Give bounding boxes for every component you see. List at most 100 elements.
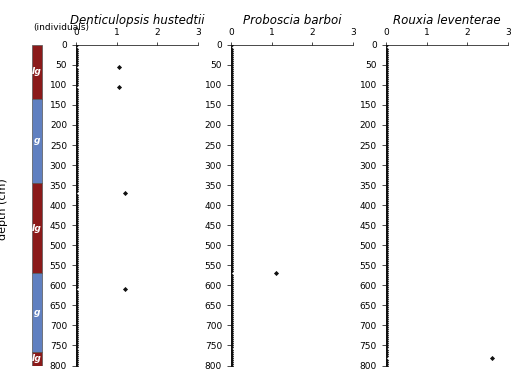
Point	[72, 58, 80, 64]
Point	[72, 192, 80, 198]
Point	[72, 102, 80, 108]
Point	[227, 260, 235, 266]
Point	[382, 154, 390, 160]
Point	[382, 84, 390, 90]
Point	[227, 60, 235, 66]
Point	[72, 335, 80, 341]
Point	[227, 336, 235, 342]
Point	[227, 198, 235, 204]
Point	[227, 158, 235, 164]
Point	[227, 292, 235, 298]
Point	[227, 108, 235, 114]
Point	[382, 258, 390, 264]
Point	[382, 162, 390, 168]
Point	[227, 254, 235, 260]
Text: Ig: Ig	[32, 224, 42, 233]
Point	[382, 240, 390, 246]
Point	[72, 76, 80, 82]
Point	[72, 122, 80, 128]
Point	[227, 226, 235, 232]
Point	[382, 363, 390, 369]
Point	[72, 198, 80, 204]
Point	[72, 238, 80, 244]
Point	[72, 332, 80, 338]
Point	[227, 297, 235, 303]
Point	[382, 198, 390, 204]
Point	[227, 76, 235, 82]
Point	[227, 180, 235, 186]
Point	[72, 166, 80, 172]
Point	[227, 52, 235, 58]
Point	[227, 348, 235, 354]
Point	[382, 218, 390, 224]
Point	[72, 62, 80, 68]
Point	[382, 164, 390, 170]
Point	[382, 254, 390, 260]
Point	[121, 286, 129, 292]
Point	[72, 186, 80, 192]
Point	[382, 128, 390, 134]
Point	[72, 355, 80, 360]
Point	[72, 96, 80, 102]
Point	[382, 286, 390, 292]
Title: Denticulopsis hustedtii: Denticulopsis hustedtii	[70, 14, 204, 27]
Point	[72, 92, 80, 98]
Point	[227, 146, 235, 152]
Point	[382, 266, 390, 272]
Point	[382, 329, 390, 335]
Point	[382, 307, 390, 313]
Point	[382, 352, 390, 358]
Point	[72, 297, 80, 303]
Point	[382, 142, 390, 148]
Point	[382, 316, 390, 322]
Point	[227, 220, 235, 226]
Point	[72, 330, 80, 336]
Point	[227, 275, 235, 280]
Point	[227, 102, 235, 108]
Point	[227, 58, 235, 64]
Point	[227, 352, 235, 358]
Point	[382, 319, 390, 325]
Point	[382, 238, 390, 244]
Point	[72, 276, 80, 282]
Point	[227, 332, 235, 338]
Point	[382, 184, 390, 190]
Point	[227, 313, 235, 319]
Point	[382, 96, 390, 102]
Point	[382, 284, 390, 290]
Point	[72, 116, 80, 122]
Point	[382, 90, 390, 96]
Point	[72, 160, 80, 166]
Point	[227, 316, 235, 322]
Point	[227, 326, 235, 332]
Point	[72, 336, 80, 342]
Point	[72, 320, 80, 326]
Point	[72, 242, 80, 248]
Point	[72, 268, 80, 274]
Point	[382, 272, 390, 278]
Point	[72, 339, 80, 345]
Point	[227, 110, 235, 116]
Point	[382, 86, 390, 92]
Point	[72, 234, 80, 240]
Point	[72, 236, 80, 242]
Point	[227, 82, 235, 88]
Point	[72, 90, 80, 96]
Point	[227, 308, 235, 314]
Point	[382, 94, 390, 100]
Point	[227, 72, 235, 78]
Point	[72, 100, 80, 106]
Point	[114, 84, 123, 90]
Point	[382, 348, 390, 354]
Point	[72, 60, 80, 66]
Point	[382, 208, 390, 214]
Text: Ig: Ig	[32, 354, 42, 363]
Point	[227, 170, 235, 176]
Point	[72, 204, 80, 210]
Point	[72, 254, 80, 260]
Point	[227, 222, 235, 228]
Point	[72, 108, 80, 114]
Point	[227, 206, 235, 212]
Point	[382, 170, 390, 176]
Point	[72, 124, 80, 130]
